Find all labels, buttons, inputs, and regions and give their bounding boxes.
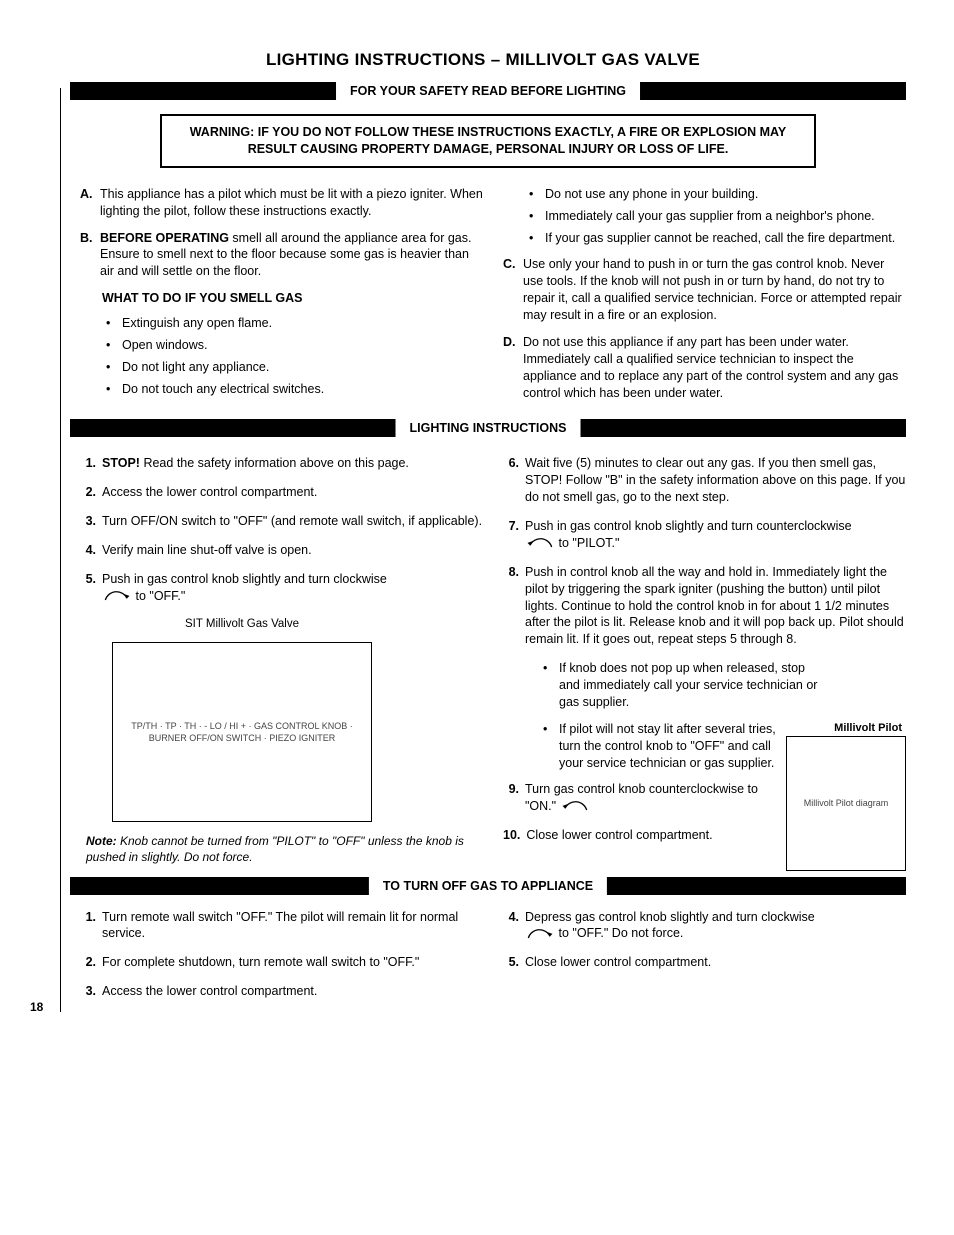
step-marker: 5. [503,954,525,971]
step-marker: 1. [80,455,102,472]
step-marker: 3. [80,983,102,1000]
lighting-step-5: Push in gas control knob slightly and tu… [102,571,483,605]
step-marker: 3. [80,513,102,530]
pilot-diagram: Millivolt Pilot diagram [786,736,906,871]
valve-diagram: TP/TH · TP · TH · - LO / HI + · GAS CONT… [112,642,372,822]
step-marker: 9. [503,781,525,815]
turnoff-step-4: Depress gas control knob slightly and tu… [525,909,906,943]
smell-bullet: Do not touch any electrical switches. [122,381,324,398]
step8-bullet: If knob does not pop up when released, s… [559,660,823,711]
lighting-step-10: Close lower control compartment. [526,827,773,844]
item-marker: A. [80,186,100,220]
lighting-step-4: Verify main line shut-off valve is open. [102,542,483,559]
section-bar-safety: FOR YOUR SAFETY READ BEFORE LIGHTING [70,82,906,100]
step8-bullet: If pilot will not stay lit after several… [559,721,776,772]
step-marker: 8. [503,564,525,648]
right-bullet: If your gas supplier cannot be reached, … [545,230,895,247]
arrow-ccw-icon [560,800,590,813]
section-bar-safety-label: FOR YOUR SAFETY READ BEFORE LIGHTING [336,82,640,100]
section-bar-lighting: LIGHTING INSTRUCTIONS [70,419,906,437]
safety-item-a: This appliance has a pilot which must be… [100,186,483,220]
safety-item-b: BEFORE OPERATING smell all around the ap… [100,230,483,281]
smell-gas-heading: WHAT TO DO IF YOU SMELL GAS [102,290,483,307]
turnoff-step-1: Turn remote wall switch "OFF." The pilot… [102,909,483,943]
safety-item-c: Use only your hand to push in or turn th… [523,256,906,324]
knob-note: Note: Knob cannot be turned from "PILOT"… [86,834,483,865]
lighting-step-6: Wait five (5) minutes to clear out any g… [525,455,906,506]
smell-bullet: Do not light any appliance. [122,359,269,376]
step-marker: 2. [80,484,102,501]
right-bullet: Do not use any phone in your building. [545,186,758,203]
turnoff-step-2: For complete shutdown, turn remote wall … [102,954,483,971]
section-bar-turnoff-label: TO TURN OFF GAS TO APPLIANCE [369,877,607,895]
step-marker: 2. [80,954,102,971]
step-marker: 7. [503,518,525,552]
item-marker: C. [503,256,523,324]
lighting-step-3: Turn OFF/ON switch to "OFF" (and remote … [102,513,483,530]
lighting-step-8: Push in control knob all the way and hol… [525,564,906,648]
arrow-ccw-icon [525,537,555,550]
smell-bullet: Open windows. [122,337,207,354]
section-bar-turnoff: TO TURN OFF GAS TO APPLIANCE [70,877,906,895]
step-marker: 5. [80,571,102,605]
step-marker: 4. [80,542,102,559]
smell-bullet: Extinguish any open flame. [122,315,272,332]
arrow-cw-icon [525,928,555,941]
valve-diagram-title: SIT Millivolt Gas Valve [112,617,372,633]
turnoff-step-5: Close lower control compartment. [525,954,906,971]
arrow-cw-icon [102,590,132,603]
step-marker: 10. [503,827,526,844]
right-bullet: Immediately call your gas supplier from … [545,208,875,225]
warning-box: WARNING: IF YOU DO NOT FOLLOW THESE INST… [160,114,816,168]
lighting-step-1: STOP! Read the safety information above … [102,455,483,472]
step-marker: 4. [503,909,525,943]
turnoff-step-3: Access the lower control compartment. [102,983,483,1000]
step-marker: 1. [80,909,102,943]
page-title: LIGHTING INSTRUCTIONS – MILLIVOLT GAS VA… [60,50,906,70]
lighting-step-7: Push in gas control knob slightly and tu… [525,518,906,552]
section-bar-lighting-label: LIGHTING INSTRUCTIONS [396,419,581,437]
pilot-diagram-label: Millivolt Pilot [776,721,902,736]
lighting-step-9: Turn gas control knob counterclockwise t… [525,781,773,815]
step-marker: 6. [503,455,525,506]
page-number: 18 [30,1000,43,1014]
item-marker: B. [80,230,100,281]
lighting-step-2: Access the lower control compartment. [102,484,483,501]
item-marker: D. [503,334,523,402]
safety-item-d: Do not use this appliance if any part ha… [523,334,906,402]
